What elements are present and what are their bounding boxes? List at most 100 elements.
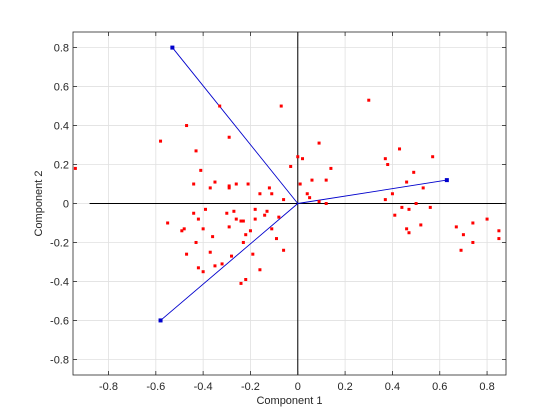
- score-point: [227, 225, 231, 229]
- score-point: [386, 163, 390, 167]
- y-tick-label: 0.2: [54, 160, 69, 172]
- score-point: [239, 219, 243, 223]
- loading-vector-marker: [170, 45, 175, 50]
- score-point: [234, 217, 238, 221]
- score-point: [317, 141, 321, 145]
- score-point: [159, 139, 163, 143]
- score-point: [73, 166, 77, 170]
- score-point: [265, 209, 269, 213]
- x-tick-label: -0.6: [146, 381, 165, 393]
- score-point: [253, 207, 257, 211]
- score-point: [196, 266, 200, 270]
- score-point: [310, 178, 314, 182]
- score-point: [201, 270, 205, 274]
- loading-vector-marker: [158, 318, 163, 323]
- score-point: [485, 217, 489, 221]
- score-point: [211, 235, 215, 239]
- score-point: [227, 186, 231, 190]
- x-tick-label: 0.4: [385, 381, 400, 393]
- score-point: [182, 227, 186, 231]
- score-point: [196, 217, 200, 221]
- score-point: [208, 250, 212, 254]
- score-point: [204, 207, 208, 211]
- score-point: [405, 180, 409, 184]
- y-tick-label: -0.2: [50, 237, 69, 249]
- score-point: [251, 252, 255, 256]
- score-point: [471, 240, 475, 244]
- score-point: [282, 198, 286, 202]
- score-point: [421, 186, 425, 190]
- score-points: [73, 98, 501, 285]
- score-point: [232, 209, 236, 213]
- score-point: [405, 227, 409, 231]
- score-point: [239, 281, 243, 285]
- score-point: [185, 124, 189, 128]
- loading-vector: [297, 179, 447, 204]
- score-point: [305, 192, 309, 196]
- score-point: [270, 192, 274, 196]
- score-point: [258, 268, 262, 272]
- y-tick-label: 0.4: [54, 121, 69, 133]
- score-point: [258, 192, 262, 196]
- ticks: [73, 32, 506, 375]
- loading-vector: [160, 203, 299, 321]
- score-point: [497, 237, 501, 241]
- score-point: [298, 182, 302, 186]
- score-point: [180, 229, 184, 233]
- score-point: [412, 170, 416, 174]
- score-point: [398, 147, 402, 151]
- score-point: [454, 225, 458, 229]
- score-point: [227, 135, 231, 139]
- y-tick-label: -0.4: [50, 276, 69, 288]
- score-point: [393, 213, 397, 217]
- score-point: [274, 237, 278, 241]
- score-point: [317, 200, 321, 204]
- score-point: [277, 215, 281, 219]
- score-point: [497, 229, 501, 233]
- score-point: [253, 217, 257, 221]
- x-tick-label: -0.4: [194, 381, 213, 393]
- score-point: [246, 182, 250, 186]
- score-point: [324, 202, 328, 205]
- score-point: [220, 262, 224, 266]
- score-point: [166, 221, 170, 225]
- score-point: [400, 205, 404, 209]
- x-tick-label: 0.6: [432, 381, 447, 393]
- score-point: [241, 219, 245, 223]
- score-point: [459, 248, 463, 252]
- score-point: [301, 157, 305, 161]
- loading-vectors: [158, 45, 449, 323]
- x-axis-title: Component 1: [256, 395, 322, 407]
- y-tick-label: 0.6: [54, 82, 69, 94]
- x-tick-label: 0.2: [337, 381, 352, 393]
- y-tick-label: 0.8: [54, 43, 69, 55]
- score-point: [194, 240, 198, 244]
- score-point: [267, 186, 271, 190]
- score-point: [201, 227, 205, 231]
- score-point: [227, 184, 231, 188]
- score-point: [431, 155, 435, 159]
- loading-vector-marker: [444, 178, 449, 183]
- score-point: [414, 202, 418, 205]
- score-point: [383, 198, 387, 202]
- x-tick-label: -0.8: [99, 381, 118, 393]
- y-tick-label: -0.8: [50, 354, 69, 366]
- score-point: [234, 182, 238, 186]
- score-point: [213, 264, 217, 268]
- score-point: [270, 227, 274, 231]
- x-tick-label: 0.8: [479, 381, 494, 393]
- score-point: [192, 182, 196, 186]
- score-point: [428, 205, 432, 209]
- score-point: [461, 233, 465, 237]
- score-point: [390, 192, 394, 196]
- score-point: [289, 164, 293, 168]
- score-point: [225, 211, 229, 215]
- y-tick-label: 0: [63, 199, 69, 211]
- score-point: [367, 98, 371, 102]
- score-point: [324, 178, 328, 182]
- x-tick-label: -0.2: [241, 381, 260, 393]
- score-point: [199, 168, 203, 172]
- score-point: [185, 252, 189, 256]
- score-point: [230, 254, 234, 258]
